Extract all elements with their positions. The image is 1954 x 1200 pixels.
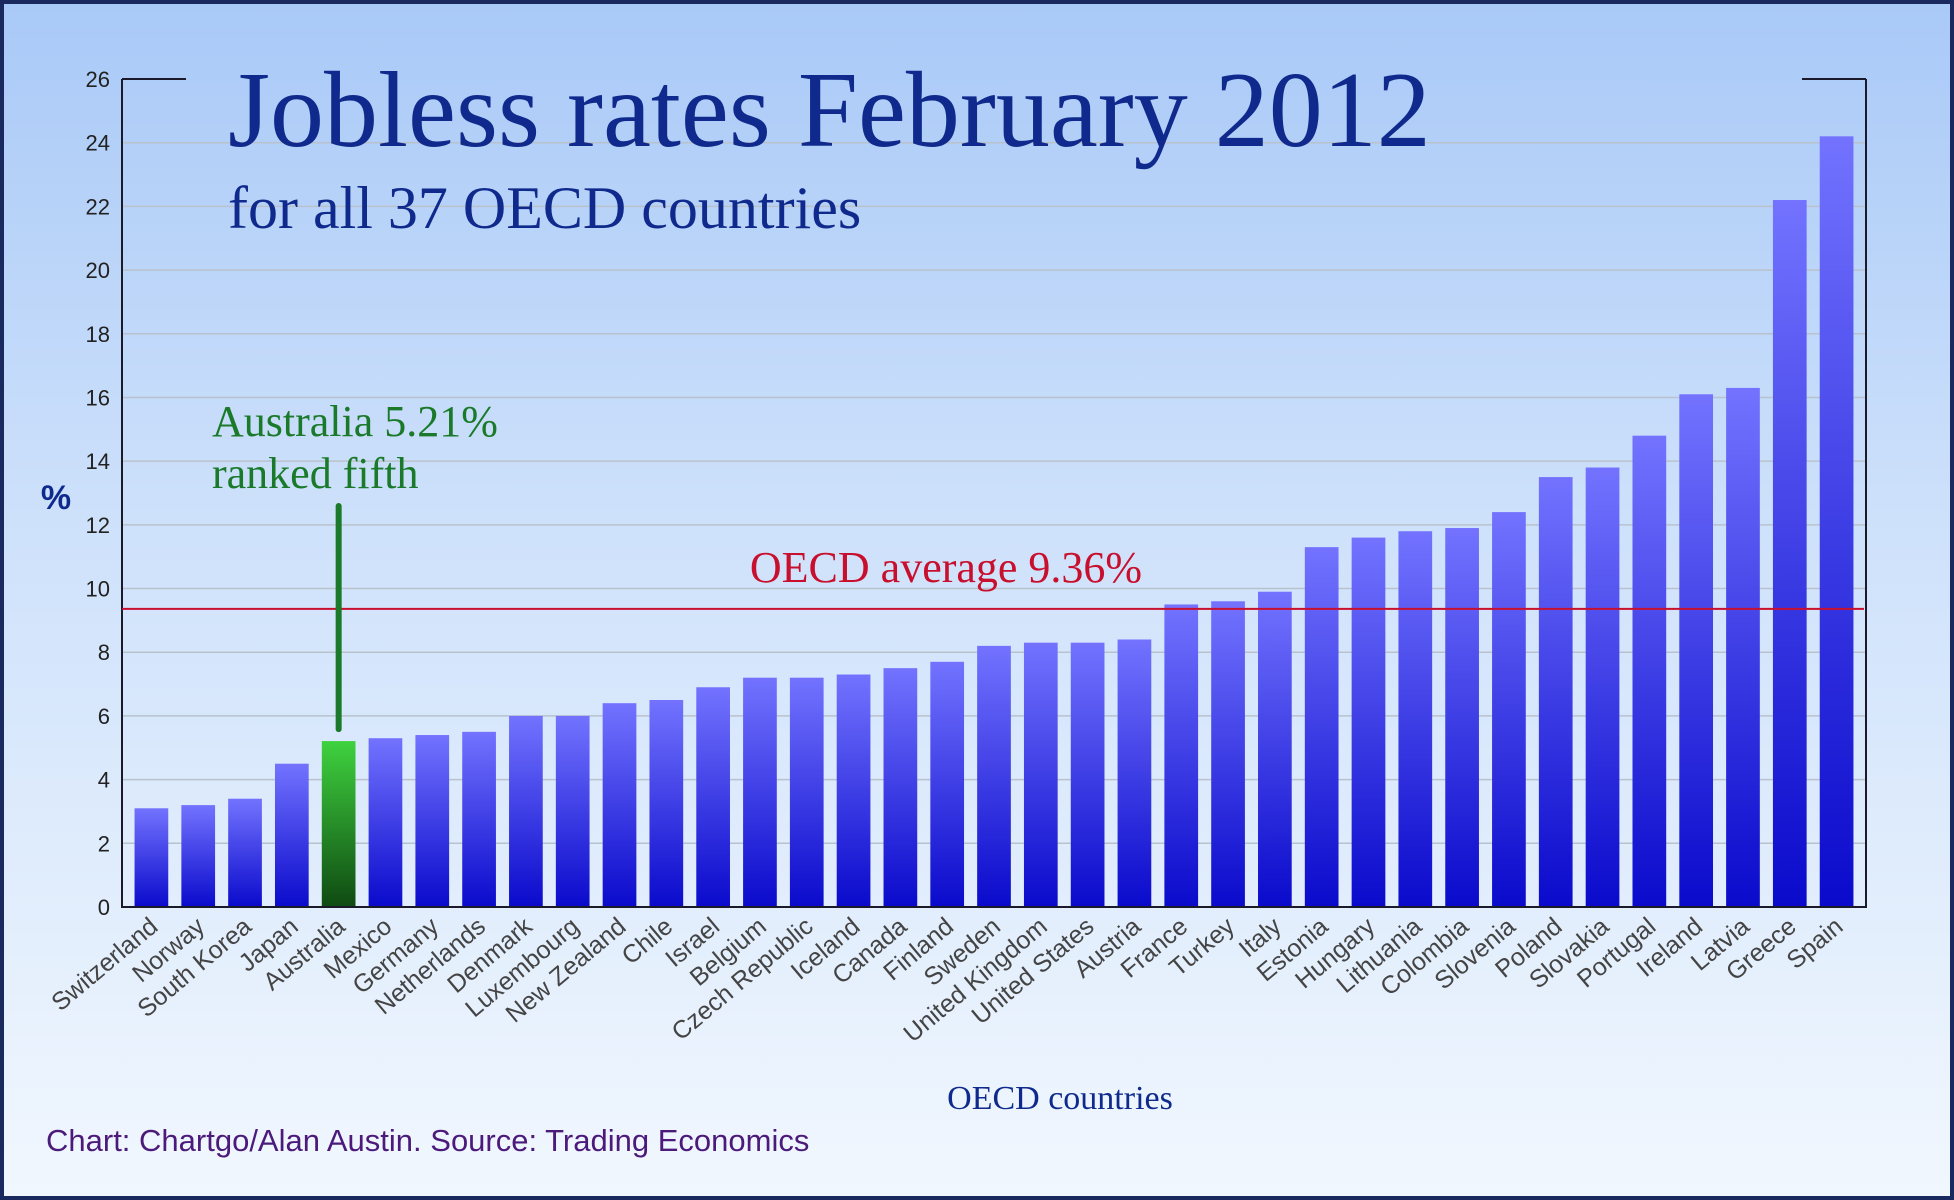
bar-denmark — [509, 715, 543, 907]
y-tick-label: 0 — [98, 895, 110, 920]
y-tick-label: 22 — [86, 194, 110, 219]
bar-south-korea — [228, 798, 262, 907]
bar-new-zealand — [602, 703, 637, 907]
bars — [134, 136, 1854, 908]
y-tick-label: 12 — [86, 513, 110, 538]
bar-luxembourg — [555, 715, 590, 907]
y-tick-label: 10 — [86, 577, 110, 602]
bar-norway — [181, 805, 216, 907]
bar-poland — [1538, 477, 1573, 907]
y-tick-label: 20 — [86, 258, 110, 283]
bar-latvia — [1726, 387, 1760, 907]
plot-frame — [121, 78, 1867, 908]
y-axis-label: % — [41, 479, 71, 517]
grid-lines — [122, 141, 1866, 845]
bar-australia — [321, 741, 356, 907]
bar-spain — [1819, 136, 1854, 908]
bar-germany — [415, 735, 450, 907]
bar-israel — [696, 687, 730, 907]
chart-subtitle: for all 37 OECD countries — [228, 175, 861, 241]
bar-austria — [1117, 639, 1152, 907]
y-tick-label: 8 — [98, 640, 110, 665]
australia-annotation-line1: Australia 5.21% — [212, 397, 498, 446]
bar-czech-republic — [789, 677, 824, 907]
y-tick-label: 16 — [86, 385, 110, 410]
bar-france — [1164, 604, 1199, 907]
bar-united-states — [1070, 642, 1105, 907]
bar-lithuania — [1398, 531, 1433, 907]
bar-turkey — [1211, 601, 1245, 907]
bar-belgium — [743, 677, 777, 907]
y-tick-label: 14 — [86, 449, 110, 474]
bar-greece — [1772, 200, 1807, 907]
y-tick-label: 6 — [98, 704, 110, 729]
bar-slovenia — [1492, 512, 1526, 907]
oecd-average-label: OECD average 9.36% — [750, 543, 1142, 592]
bar-mexico — [368, 738, 403, 907]
bar-estonia — [1304, 547, 1339, 907]
bar-iceland — [836, 674, 871, 907]
bar-colombia — [1445, 528, 1479, 907]
bar-netherlands — [462, 731, 496, 907]
bar-italy — [1258, 591, 1292, 907]
bar-united-kingdom — [1023, 642, 1058, 907]
x-axis-title: OECD countries — [947, 1080, 1173, 1117]
y-tick-label: 2 — [98, 831, 110, 856]
bar-canada — [883, 668, 918, 907]
bar-hungary — [1351, 537, 1386, 907]
source-credit: Chart: Chartgo/Alan Austin. Source: Trad… — [46, 1123, 809, 1158]
bar-finland — [930, 661, 965, 907]
bar-portugal — [1632, 435, 1667, 907]
chart-title: Jobless rates February 2012 — [228, 51, 1431, 170]
bar-chile — [649, 700, 684, 907]
y-tick-label: 4 — [98, 768, 110, 793]
bar-ireland — [1679, 394, 1714, 907]
bar-slovakia — [1585, 467, 1620, 907]
chart-frame: 0 2 4 6 8 10 12 14 16 18 20 22 24 26 Switzerland Norwa… — [4, 4, 1950, 1196]
y-tick-label: 18 — [86, 322, 110, 347]
bar-japan — [274, 763, 309, 907]
bar-sweden — [977, 645, 1011, 907]
y-tick-label: 24 — [86, 131, 110, 156]
y-tick-label: 26 — [86, 67, 110, 92]
australia-annotation-line2: ranked fifth — [212, 449, 418, 498]
bar-switzerland — [134, 808, 169, 907]
